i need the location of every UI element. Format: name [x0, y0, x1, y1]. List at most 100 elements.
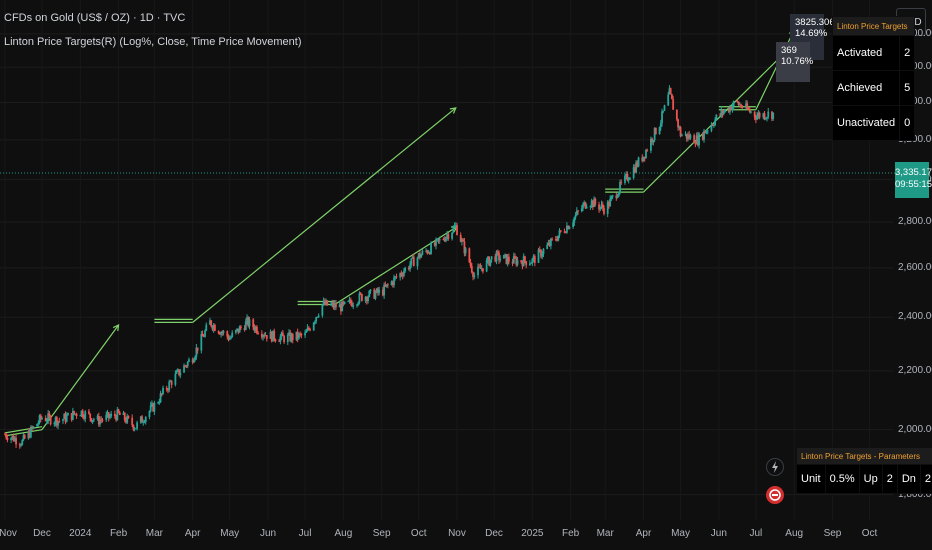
lightning-button[interactable] [766, 458, 784, 476]
price-target-line [4, 323, 120, 437]
candle [741, 104, 744, 109]
candle [381, 287, 384, 297]
candle [264, 331, 267, 337]
candle [653, 127, 656, 143]
candle [210, 319, 213, 328]
candle [322, 297, 325, 306]
candle [109, 413, 111, 420]
stats-label: Achieved [831, 70, 901, 106]
candle [715, 114, 718, 121]
candle [556, 236, 558, 242]
candle [369, 289, 372, 294]
candle [300, 332, 303, 339]
price-target-line [297, 225, 459, 306]
candle [312, 322, 315, 331]
candle [672, 95, 675, 110]
candle [331, 299, 334, 308]
candle [202, 333, 205, 338]
candle [99, 416, 101, 427]
x-tick-label: Nov [0, 528, 17, 539]
candle [650, 136, 652, 154]
candle [393, 274, 395, 288]
candle [738, 102, 741, 106]
candle [566, 222, 568, 234]
candle [326, 300, 329, 306]
candle [436, 238, 439, 242]
candle [167, 388, 169, 394]
candle [706, 129, 709, 135]
candle [693, 133, 696, 143]
candle [626, 171, 629, 182]
candle [151, 400, 153, 407]
candle [239, 324, 242, 331]
candle [554, 235, 557, 242]
candle [521, 260, 524, 270]
candle [272, 330, 274, 342]
candle [532, 254, 535, 263]
candle [269, 329, 272, 339]
candle [6, 434, 9, 443]
candle [627, 177, 630, 184]
candle [514, 253, 516, 259]
candle [133, 426, 136, 432]
candles [4, 85, 775, 449]
candle [21, 439, 24, 446]
candle [96, 414, 99, 421]
chart-title[interactable]: CFDs on Gold (US$ / OZ) · 1D · TVC [4, 12, 186, 24]
candle [222, 329, 225, 336]
candle [217, 330, 220, 335]
x-tick-label: Dec [485, 528, 503, 539]
candle [144, 416, 147, 425]
candle [447, 232, 450, 241]
candle [417, 252, 420, 259]
candle [36, 423, 38, 427]
candle [603, 205, 605, 216]
candle [148, 410, 151, 420]
candle [122, 410, 125, 416]
candle [314, 320, 316, 325]
candle [688, 130, 691, 140]
candle [745, 99, 747, 110]
candle [92, 417, 95, 423]
candle [617, 191, 620, 198]
candle [100, 416, 103, 424]
stats-table: Linton Price Targets Activated 2 Achieve… [831, 16, 916, 141]
candle [18, 442, 21, 449]
target-lines [4, 28, 796, 437]
candle [186, 360, 189, 369]
candle [243, 325, 246, 332]
candle [31, 425, 34, 432]
candle [402, 268, 405, 278]
candle [515, 255, 518, 267]
candle [747, 106, 750, 110]
candle [57, 420, 59, 430]
candle [416, 256, 419, 270]
stats-value: 2 [899, 35, 916, 71]
candle [563, 228, 566, 234]
candle [503, 254, 505, 259]
candle [771, 111, 773, 122]
candle [582, 202, 584, 212]
candle [472, 271, 474, 281]
candle [756, 112, 759, 121]
candle [636, 160, 639, 168]
candle [306, 324, 309, 332]
candle [478, 263, 481, 268]
candle [599, 206, 602, 212]
candle [564, 230, 567, 234]
indicator-title[interactable]: Linton Price Targets(R) (Log%, Close, Ti… [4, 36, 302, 48]
candle [766, 116, 768, 122]
candle [394, 276, 397, 281]
candle [348, 296, 351, 304]
candle [437, 238, 440, 244]
candle [446, 230, 449, 241]
candle [10, 437, 13, 444]
candle [304, 329, 306, 339]
candle [528, 260, 531, 266]
last-price-value: 3,335.173 [895, 167, 932, 178]
candle [28, 427, 31, 439]
candle [704, 130, 707, 134]
indicator-badge-button[interactable] [766, 486, 784, 504]
candle [90, 417, 93, 423]
